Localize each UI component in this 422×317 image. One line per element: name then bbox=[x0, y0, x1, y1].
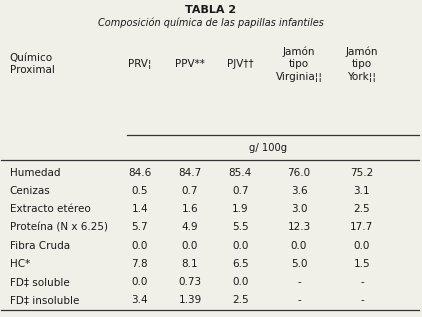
Text: TABLA 2: TABLA 2 bbox=[185, 5, 237, 15]
Text: Químico
Proximal: Químico Proximal bbox=[10, 53, 54, 75]
Text: PRV¦: PRV¦ bbox=[128, 59, 151, 69]
Text: 4.9: 4.9 bbox=[182, 222, 198, 232]
Text: 5.7: 5.7 bbox=[131, 222, 148, 232]
Text: 0.0: 0.0 bbox=[132, 277, 148, 287]
Text: -: - bbox=[360, 277, 364, 287]
Text: 8.1: 8.1 bbox=[182, 259, 198, 269]
Text: g/ 100g: g/ 100g bbox=[249, 143, 287, 152]
Text: PPV**: PPV** bbox=[175, 59, 205, 69]
Text: 0.0: 0.0 bbox=[354, 241, 370, 250]
Text: Extracto etéreo: Extracto etéreo bbox=[10, 204, 91, 214]
Text: 84.6: 84.6 bbox=[128, 168, 151, 178]
Text: 1.5: 1.5 bbox=[354, 259, 370, 269]
Text: 0.73: 0.73 bbox=[179, 277, 202, 287]
Text: -: - bbox=[360, 295, 364, 305]
Text: PJV††: PJV†† bbox=[227, 59, 254, 69]
Text: 3.4: 3.4 bbox=[131, 295, 148, 305]
Text: 7.8: 7.8 bbox=[131, 259, 148, 269]
Text: Fibra Cruda: Fibra Cruda bbox=[10, 241, 70, 250]
Text: FD‡ soluble: FD‡ soluble bbox=[10, 277, 70, 287]
Text: Composición química de las papillas infantiles: Composición química de las papillas infa… bbox=[98, 17, 324, 28]
Text: FD‡ insoluble: FD‡ insoluble bbox=[10, 295, 79, 305]
Text: Jamón
tipo
Virginia¦¦: Jamón tipo Virginia¦¦ bbox=[276, 47, 322, 82]
Text: -: - bbox=[297, 277, 301, 287]
Text: 2.5: 2.5 bbox=[232, 295, 249, 305]
Text: 1.39: 1.39 bbox=[179, 295, 202, 305]
Text: 6.5: 6.5 bbox=[232, 259, 249, 269]
Text: 0.0: 0.0 bbox=[232, 277, 249, 287]
Text: -: - bbox=[297, 295, 301, 305]
Text: 2.5: 2.5 bbox=[354, 204, 370, 214]
Text: 0.7: 0.7 bbox=[232, 186, 249, 196]
Text: 0.7: 0.7 bbox=[182, 186, 198, 196]
Text: 3.1: 3.1 bbox=[354, 186, 370, 196]
Text: 85.4: 85.4 bbox=[229, 168, 252, 178]
Text: 17.7: 17.7 bbox=[350, 222, 373, 232]
Text: 3.0: 3.0 bbox=[291, 204, 307, 214]
Text: 0.0: 0.0 bbox=[291, 241, 307, 250]
Text: 75.2: 75.2 bbox=[350, 168, 373, 178]
Text: 5.0: 5.0 bbox=[291, 259, 307, 269]
Text: 76.0: 76.0 bbox=[287, 168, 311, 178]
Text: Cenizas: Cenizas bbox=[10, 186, 51, 196]
Text: 1.9: 1.9 bbox=[232, 204, 249, 214]
Text: 3.6: 3.6 bbox=[291, 186, 307, 196]
Text: 0.0: 0.0 bbox=[232, 241, 249, 250]
Text: Humedad: Humedad bbox=[10, 168, 60, 178]
Text: 1.6: 1.6 bbox=[182, 204, 198, 214]
Text: Proteína (N x 6.25): Proteína (N x 6.25) bbox=[10, 222, 108, 232]
Text: 1.4: 1.4 bbox=[131, 204, 148, 214]
Text: 0.5: 0.5 bbox=[132, 186, 148, 196]
Text: Jamón
tipo
York¦¦: Jamón tipo York¦¦ bbox=[346, 47, 378, 82]
Text: 12.3: 12.3 bbox=[287, 222, 311, 232]
Text: 5.5: 5.5 bbox=[232, 222, 249, 232]
Text: 0.0: 0.0 bbox=[182, 241, 198, 250]
Text: 84.7: 84.7 bbox=[179, 168, 202, 178]
Text: 0.0: 0.0 bbox=[132, 241, 148, 250]
Text: HC*: HC* bbox=[10, 259, 30, 269]
